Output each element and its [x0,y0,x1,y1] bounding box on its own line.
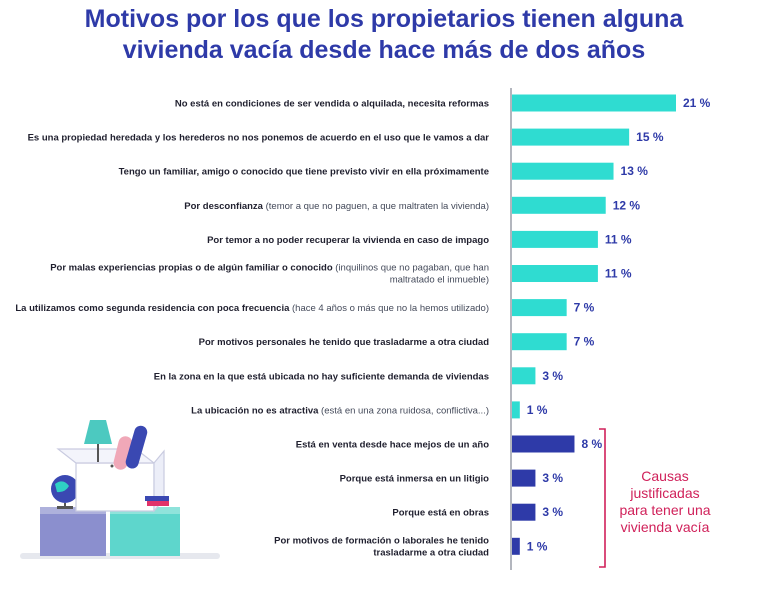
group-annotation: Causas justificadas para tener una vivie… [600,468,730,536]
bar-8 [512,333,567,351]
category-label-detail: (hace 4 años o más que no la hemos utili… [289,303,489,314]
value-label-13: 3 % [542,505,563,519]
bar-4 [512,196,606,214]
bars [512,94,676,555]
bar-12 [512,469,536,487]
category-label-bold: Porque está en obras [392,508,489,519]
category-label-bold: Por desconfianza [184,201,263,212]
chart-title-line-2: vivienda vacía desde hace más de dos año… [122,36,646,64]
category-label-bold: Está en venta desde hace mejos de un año [296,440,489,451]
value-label-2: 15 % [636,130,664,144]
bar-11 [512,435,575,453]
category-label-bold: No está en condiciones de ser vendida o … [175,99,489,110]
value-label-7: 7 % [574,301,595,315]
bar-13 [512,503,536,521]
category-label-10: La ubicación no es atractiva (está en un… [191,405,489,416]
box-left-lid-icon [40,507,106,514]
value-labels: 21 % 15 % 13 % 12 % 11 % 11 % 7 % 7 % 3 % 1 % 8 % 3… [527,96,711,553]
category-label-detail: (está en una zona ruidosa, conflictiva..… [318,405,489,416]
bar-1 [512,94,676,112]
group-bracket [599,428,606,568]
bar-14 [512,537,520,555]
category-label-bold: Por temor a no poder recuperar la vivien… [207,235,489,246]
bar-9 [512,367,536,385]
category-label-detail: (inquilinos que no pagaban, que han [333,263,489,274]
category-label-bold: Por motivos de formación o laborales he … [274,535,489,546]
chart-title: Motivos por los que los propietarios tie… [0,4,768,66]
category-label-detail: (temor a que no paguen, a que maltraten … [263,201,489,212]
category-label-7: La utilizamos como segunda residencia co… [15,303,489,314]
value-label-10: 1 % [527,403,548,417]
value-label-8: 7 % [574,335,595,349]
value-label-3: 13 % [621,164,649,178]
moving-boxes-illustration [20,420,220,559]
box-right-icon [110,512,180,556]
category-label-14: Por motivos de formación o laborales he … [274,535,489,558]
category-label-12: Porque está inmersa en un litigio [340,474,490,485]
category-label-1: No está en condiciones de ser vendida o … [175,99,489,110]
group-annotation-line-2: justificadas [630,485,700,501]
category-label-line-2: trasladarme a otra ciudad [373,547,489,558]
lamp-icon [84,420,112,462]
bar-7 [512,299,567,317]
value-label-1: 21 % [683,96,711,110]
category-label-4: Por desconfianza (temor a que no paguen,… [184,201,489,212]
category-label-line-2: maltratado el inmueble) [390,275,489,286]
value-label-14: 1 % [527,539,548,553]
value-label-12: 3 % [542,471,563,485]
category-label-bold: Por malas experiencias propias o de algú… [50,263,333,274]
category-label-5: Por temor a no poder recuperar la vivien… [207,235,489,246]
value-label-5: 11 % [605,232,632,246]
category-label-bold: Por motivos personales he tenido que tra… [199,337,490,348]
bar-3 [512,162,614,180]
bar-5 [512,230,598,248]
category-label-bold: Es una propiedad heredada y los heredero… [28,133,490,144]
category-label-bold: La utilizamos como segunda residencia co… [15,303,290,314]
value-label-6: 11 % [605,267,632,281]
box-left-icon [40,512,106,556]
category-label-bold: Tengo un familiar, amigo o conocido que … [119,167,489,178]
group-annotation-line-3: para tener una [619,502,711,518]
category-label-9: En la zona en la que está ubicada no hay… [154,371,489,382]
rolled-posters-icon [113,425,148,470]
value-label-4: 12 % [613,198,641,212]
bar-6 [512,265,598,282]
category-label-6: Por malas experiencias propias o de algú… [50,263,489,286]
category-label-11: Está en venta desde hace mejos de un año [296,440,489,451]
category-label-8: Por motivos personales he tenido que tra… [199,337,490,348]
category-label-3: Tengo un familiar, amigo o conocido que … [119,167,489,178]
bar-10 [512,401,520,419]
books-icon [145,496,169,506]
category-label-13: Porque está en obras [392,508,489,519]
category-label-2: Es una propiedad heredada y los heredero… [28,133,490,144]
category-label-bold: Porque está inmersa en un litigio [340,474,490,485]
category-label-bold: En la zona en la que está ubicada no hay… [154,371,489,382]
bar-2 [512,128,630,146]
value-label-9: 3 % [542,369,563,383]
value-label-11: 8 % [581,437,602,451]
chart-title-line-1: Motivos por los que los propietarios tie… [84,5,684,33]
category-label-bold: La ubicación no es atractiva [191,405,319,416]
group-annotation-line-4: vivienda vacía [620,519,710,535]
globe-icon [51,475,79,509]
category-labels: No está en condiciones de ser vendida o … [15,99,489,559]
group-annotation-line-1: Causas [641,468,689,484]
